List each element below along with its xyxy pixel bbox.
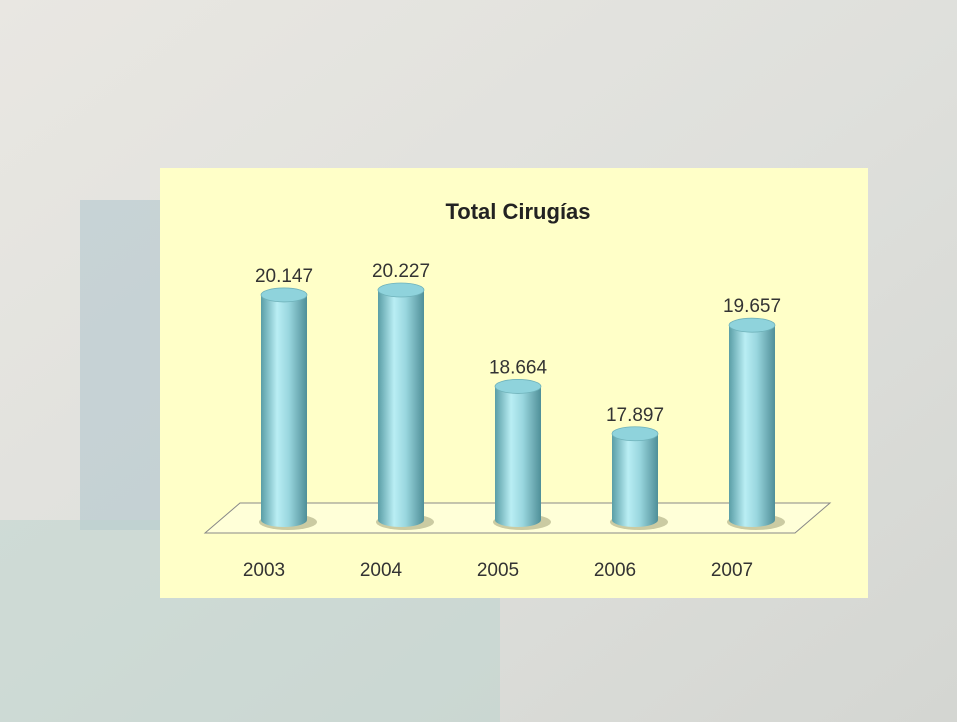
x-tick-label: 2003 <box>243 560 285 581</box>
bar <box>261 294 307 527</box>
bar-top <box>494 379 542 394</box>
x-tick-label: 2007 <box>711 560 753 581</box>
x-tick-label: 2006 <box>594 560 636 581</box>
bar-top <box>611 426 659 442</box>
value-label: 19.657 <box>723 296 781 317</box>
bg-shape <box>80 200 170 530</box>
value-label: 17.897 <box>606 405 664 426</box>
value-label: 18.664 <box>489 357 548 378</box>
chart-title: Total Cirugías <box>445 199 590 224</box>
bar-top <box>377 282 425 298</box>
value-label: 20.227 <box>372 261 430 282</box>
bar-top <box>728 317 776 333</box>
bar <box>729 325 775 527</box>
bar-top <box>260 287 308 303</box>
bar <box>495 386 541 527</box>
value-label: 20.147 <box>255 266 313 287</box>
x-tick-label: 2004 <box>360 560 403 581</box>
x-tick-label: 2005 <box>477 560 519 581</box>
bar <box>612 433 658 527</box>
plot: 20.147 2003 20.227 2004 18.664 2005 17.897 2006… <box>243 261 785 581</box>
bar <box>378 290 424 527</box>
